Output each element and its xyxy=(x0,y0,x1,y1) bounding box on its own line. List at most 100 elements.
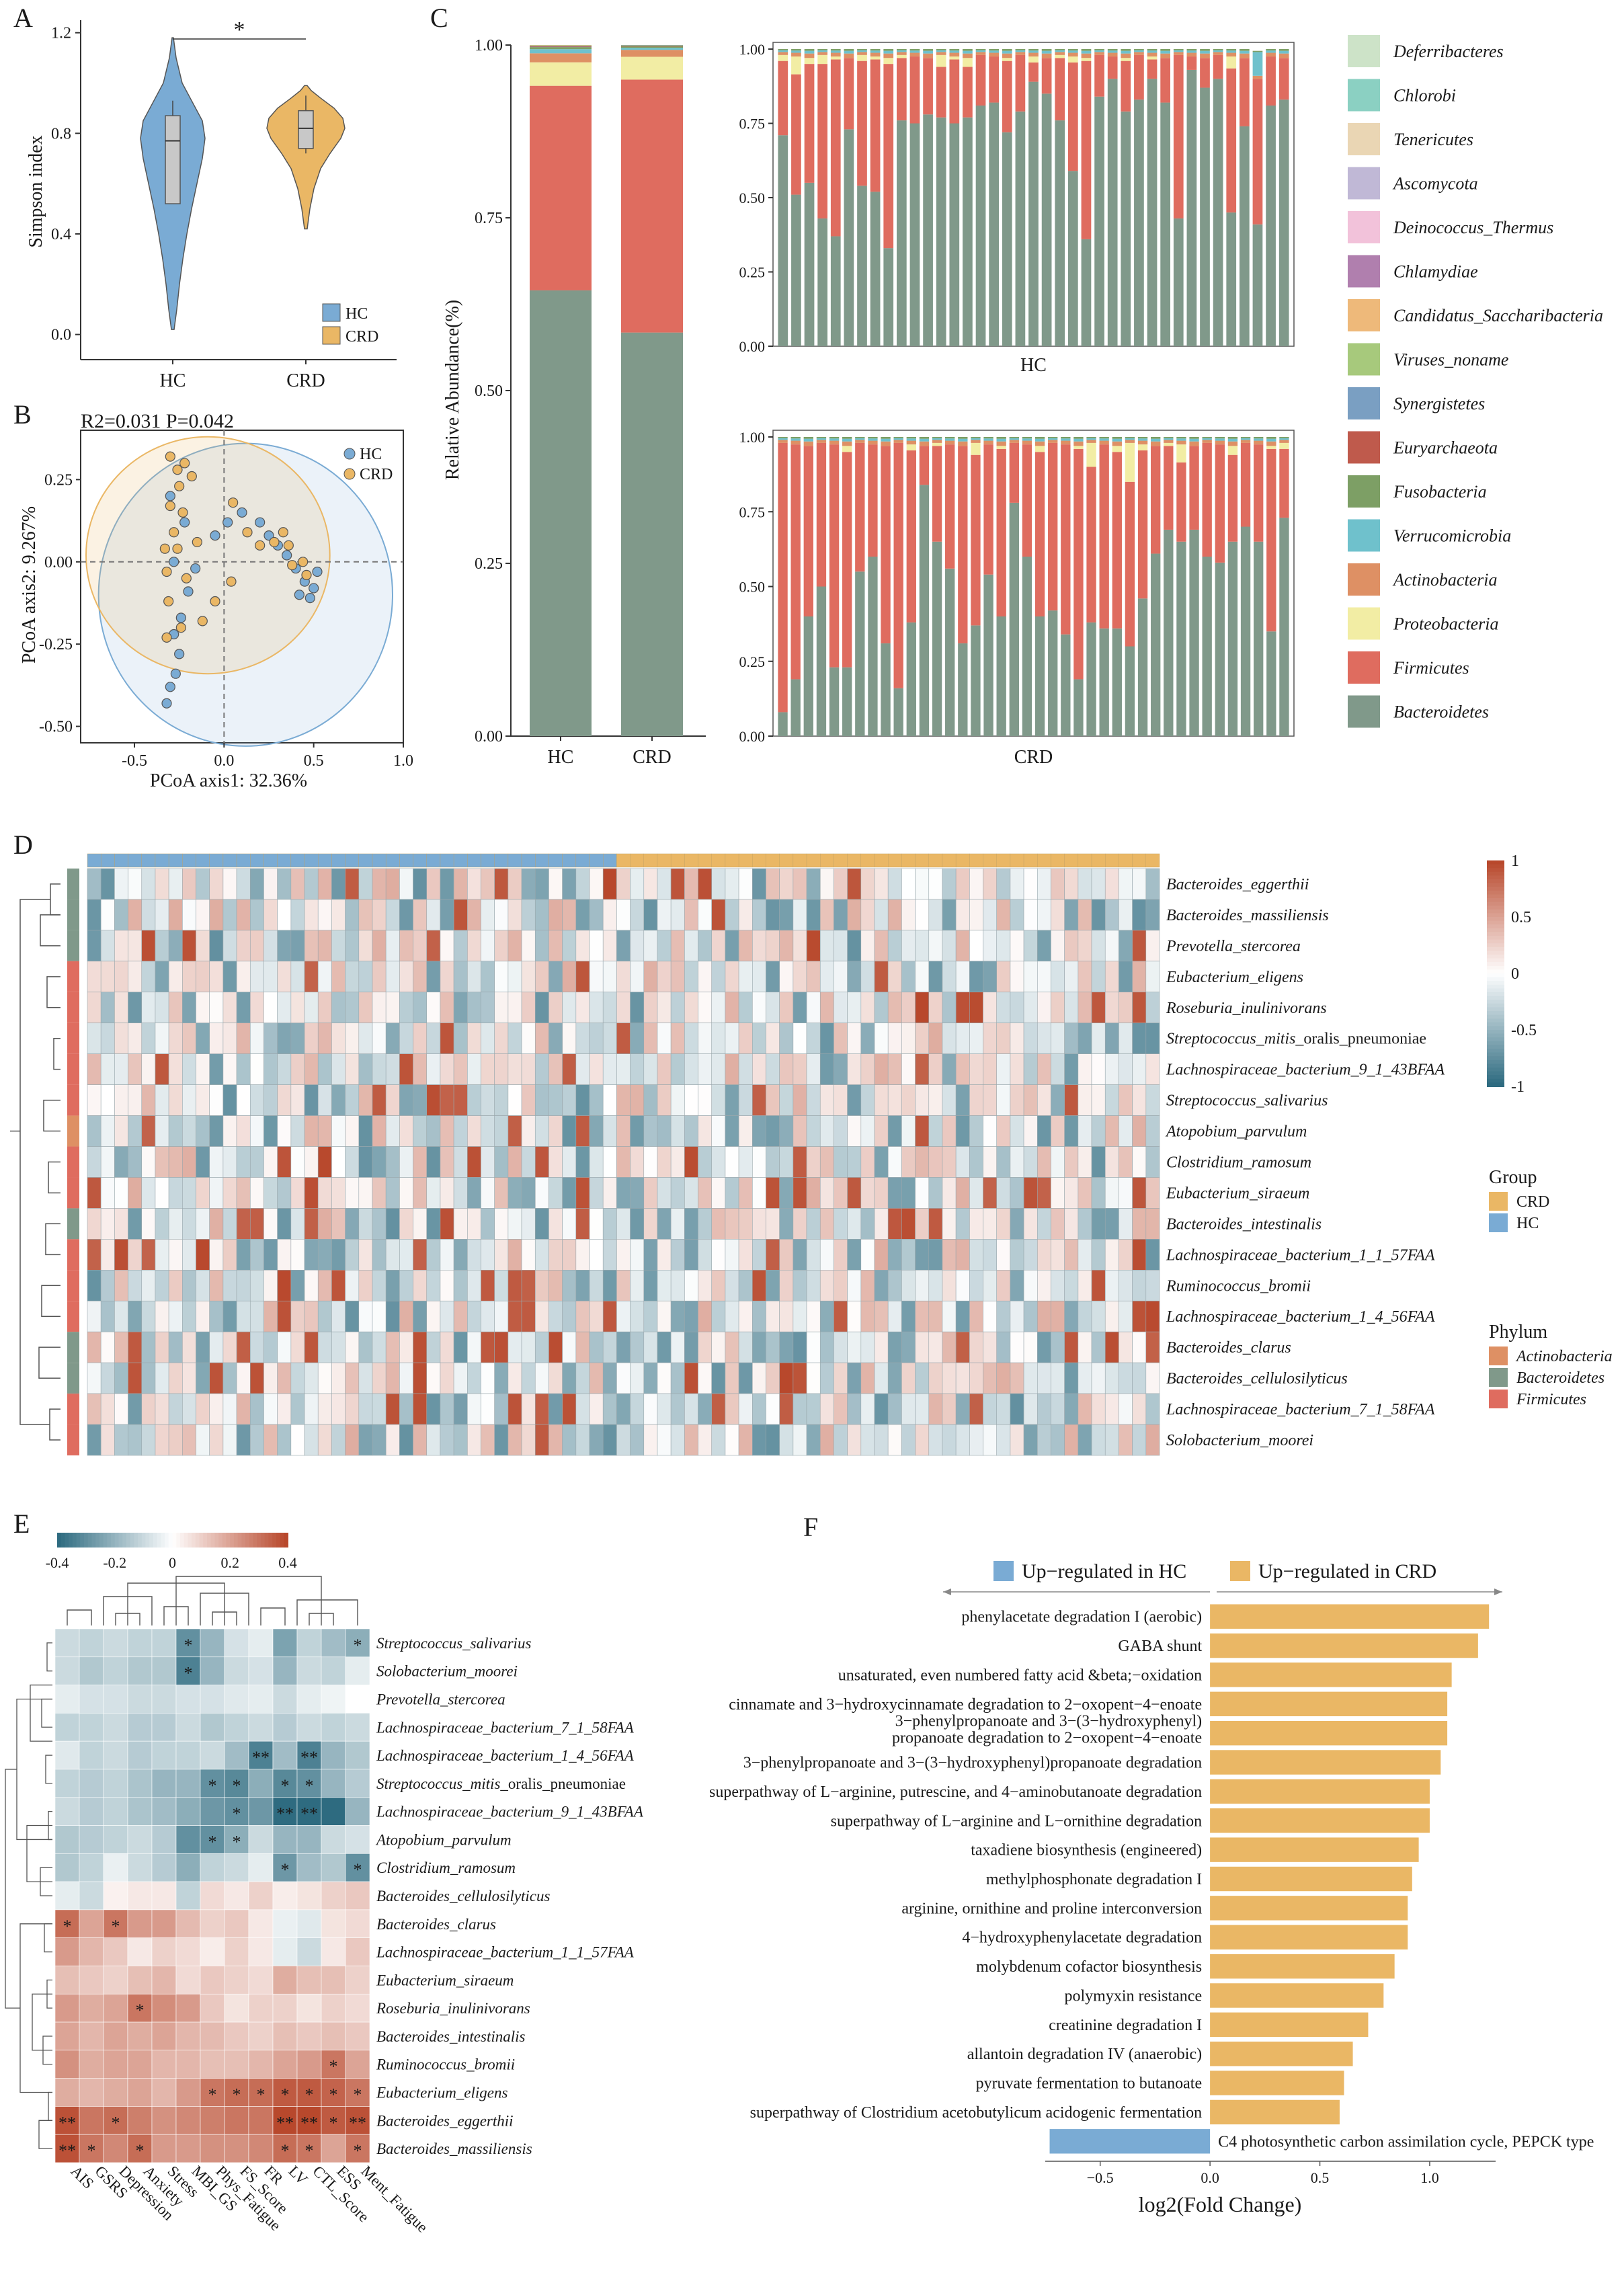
heat-cell xyxy=(752,1053,766,1085)
fc-x-tick-label: 1.0 xyxy=(1420,2169,1439,2186)
heat-cell xyxy=(209,1300,224,1332)
heat-cell xyxy=(901,868,916,900)
heat-cell xyxy=(358,1177,373,1209)
heat-cell xyxy=(168,1362,183,1394)
heat-cell xyxy=(738,1239,753,1271)
corr-cell xyxy=(127,1628,153,1658)
heat-cell xyxy=(1064,930,1079,962)
heat-cell xyxy=(670,1300,685,1332)
heat-cell xyxy=(738,1084,753,1116)
heat-cell xyxy=(1051,1115,1065,1147)
heat-cell xyxy=(670,1424,685,1456)
sample-bar-seg xyxy=(844,53,854,58)
heat-cell xyxy=(806,1146,821,1178)
corr-cell xyxy=(54,1937,80,1966)
corr-star: * xyxy=(136,2001,145,2020)
heat-cell xyxy=(955,1053,970,1085)
heat-cell xyxy=(1091,1239,1106,1271)
heat-cell xyxy=(589,1239,604,1271)
heat-cell xyxy=(834,1208,848,1240)
heat-cell xyxy=(358,1146,373,1178)
group-annot-cell xyxy=(331,853,346,868)
heat-cell xyxy=(1145,1239,1160,1271)
corr-colorbar-tick-label: 0.2 xyxy=(221,1554,240,1571)
colorbar-step xyxy=(1487,988,1504,993)
heat-cell xyxy=(399,1424,413,1456)
heat-cell xyxy=(277,1115,292,1147)
heat-cell xyxy=(534,1270,549,1301)
heat-cell xyxy=(114,1146,128,1178)
corr-cell xyxy=(151,1685,177,1714)
heat-cell xyxy=(766,1331,780,1363)
corr-cell xyxy=(151,1713,177,1742)
heat-cell xyxy=(1051,930,1065,962)
point-CRD xyxy=(174,481,185,491)
heat-cell xyxy=(602,1331,617,1363)
corr-cell xyxy=(345,1937,370,1966)
heat-cell xyxy=(562,1270,577,1301)
heat-cell xyxy=(779,1146,794,1178)
sample-bar-seg xyxy=(923,53,933,58)
heat-cell xyxy=(413,868,428,900)
heat-cell xyxy=(467,1177,481,1209)
phylum-annot-cell xyxy=(67,1115,79,1147)
fc-bar xyxy=(1210,1720,1448,1746)
corr-star: * xyxy=(208,1776,217,1796)
sample-bar-seg xyxy=(817,54,828,65)
sample-bar-seg xyxy=(1015,54,1026,112)
heat-cell xyxy=(249,1270,264,1301)
corr-cell xyxy=(224,2021,249,2051)
stack-seg-HC-Verrucomicrobia xyxy=(530,49,592,54)
sample-bar-seg xyxy=(1022,444,1032,557)
heat-cell xyxy=(222,1331,237,1363)
heat-cell xyxy=(345,1115,360,1147)
corr-star: ** xyxy=(276,2113,294,2132)
heat-cell xyxy=(141,961,156,993)
sample-bar-seg xyxy=(1266,49,1276,51)
colorbar-step xyxy=(1487,917,1504,922)
heat-cell xyxy=(616,930,631,962)
phylum-annot-cell xyxy=(67,1332,79,1363)
phylum-annot-cell xyxy=(67,930,79,961)
heat-cell xyxy=(168,1053,183,1085)
heat-cell xyxy=(399,1053,413,1085)
heat-cell xyxy=(901,1424,916,1456)
heat-cell xyxy=(1132,1146,1147,1178)
heat-cell xyxy=(915,1393,930,1425)
heat-cell xyxy=(670,961,685,993)
corr-cell xyxy=(272,2134,298,2163)
heat-cell xyxy=(670,1053,685,1085)
heat-cell xyxy=(901,1177,916,1209)
heat-cell xyxy=(996,1053,1011,1085)
heat-cell xyxy=(467,868,481,900)
corr-cell xyxy=(296,1797,322,1826)
heat-cell xyxy=(766,1393,780,1425)
heat-cell xyxy=(399,1177,413,1209)
heat-cell xyxy=(915,868,930,900)
sample-bar-seg xyxy=(829,438,840,441)
sample-bar-seg xyxy=(1239,53,1250,58)
heat-cell xyxy=(372,899,387,931)
heat-cell xyxy=(385,1177,400,1209)
heat-cell xyxy=(155,930,169,962)
corr-colorbar-step xyxy=(80,1533,85,1548)
sample-bar-seg xyxy=(923,50,933,54)
corr-cell xyxy=(54,1909,80,1938)
heat-cell xyxy=(372,1053,387,1085)
heat-cell xyxy=(657,1115,672,1147)
sample-bar-seg xyxy=(919,437,930,439)
heat-cell xyxy=(453,992,468,1024)
corr-cell xyxy=(127,1993,153,2023)
corr-cell xyxy=(54,1656,80,1685)
heat-cell xyxy=(711,1331,726,1363)
heat-cell xyxy=(562,1393,577,1425)
sample-bar-seg xyxy=(1226,68,1237,213)
heat-cell xyxy=(521,1331,536,1363)
heat-cell xyxy=(534,899,549,931)
heat-cell xyxy=(1023,992,1038,1024)
heat-cell xyxy=(928,899,943,931)
corr-row-label: Bacteroides_massiliensis xyxy=(376,2140,532,2157)
heat-cell xyxy=(1104,961,1119,993)
group-annot-cell xyxy=(141,853,156,868)
heat-cell xyxy=(399,1300,413,1332)
